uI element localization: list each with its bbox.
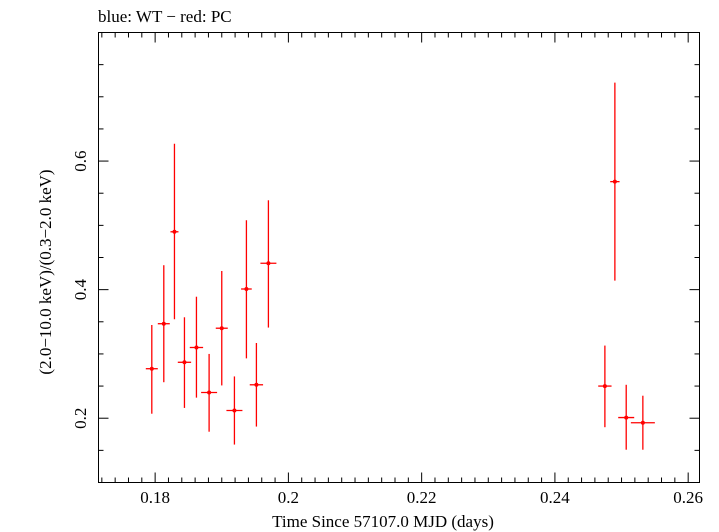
point-marker	[232, 408, 237, 413]
x-tick-label: 0.18	[140, 488, 170, 507]
plot-frame	[98, 32, 700, 483]
y-axis-tick-labels: 0.2 0.4 0.6	[71, 150, 90, 428]
y-tick-label: 0.6	[71, 150, 90, 171]
x-tick-label: 0.2	[278, 488, 299, 507]
data-point	[241, 220, 252, 359]
y-axis-label: (2.0−10.0 keV)/(0.3−2.0 keV)	[36, 169, 55, 374]
point-marker	[640, 420, 645, 425]
point-marker	[207, 390, 212, 395]
point-marker	[182, 360, 187, 365]
x-tick-label: 0.22	[407, 488, 437, 507]
point-marker	[624, 415, 629, 420]
data-point	[226, 376, 243, 445]
point-marker	[254, 382, 259, 387]
data-point	[189, 296, 204, 398]
data-point	[201, 353, 218, 432]
data-points	[145, 82, 655, 450]
data-point	[598, 345, 612, 428]
x-tick-label: 0.26	[673, 488, 703, 507]
point-marker	[266, 261, 271, 266]
chart-title: blue: WT − red: PC	[98, 7, 232, 26]
x-axis-tick-labels: 0.18 0.2 0.22 0.24 0.26	[140, 488, 703, 507]
data-point	[170, 143, 179, 320]
y-tick-label: 0.2	[71, 408, 90, 429]
data-point	[630, 395, 655, 450]
data-point	[177, 317, 192, 408]
point-marker	[194, 345, 199, 350]
point-marker	[244, 287, 249, 291]
point-marker	[219, 326, 224, 331]
x-axis-ticks	[101, 32, 689, 483]
data-point	[215, 271, 228, 386]
data-point	[260, 200, 277, 328]
data-point	[249, 343, 264, 427]
point-marker	[612, 179, 617, 184]
x-axis-label: Time Since 57107.0 MJD (days)	[272, 512, 494, 531]
point-marker	[149, 366, 154, 371]
point-marker	[161, 321, 166, 326]
data-point	[145, 325, 158, 414]
point-marker	[172, 229, 177, 234]
data-point	[157, 265, 170, 383]
x-tick-label: 0.24	[540, 488, 570, 507]
data-point	[610, 82, 620, 281]
data-point	[618, 384, 635, 450]
point-marker	[602, 384, 607, 389]
y-axis-ticks	[98, 64, 700, 451]
y-tick-label: 0.4	[71, 279, 90, 301]
